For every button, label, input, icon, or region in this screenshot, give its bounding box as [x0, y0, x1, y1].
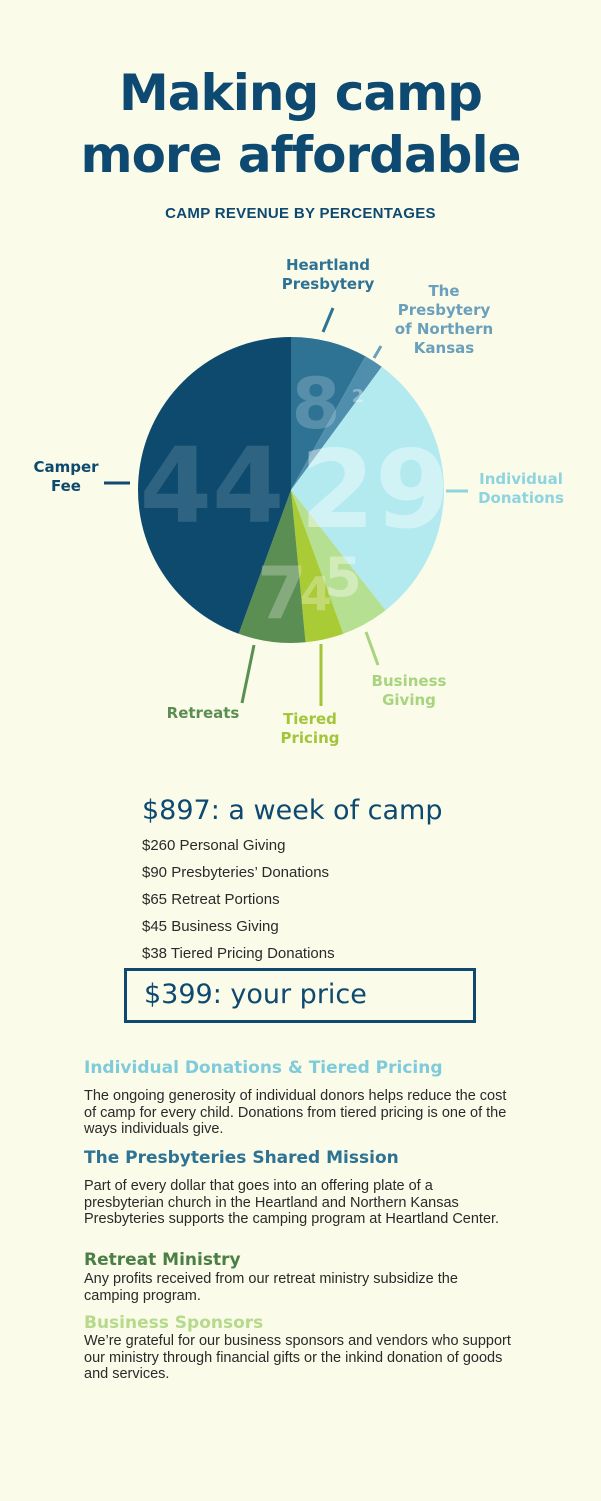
pie-category-label-line: of Northern — [395, 320, 493, 338]
pie-category-label-line: Fee — [51, 477, 81, 495]
pie-value-label: 29 — [300, 428, 450, 553]
pie-slices — [137, 337, 444, 643]
section-body-presbyteries: Part of every dollar that goes into an o… — [84, 1178, 500, 1227]
pie-slice-heartland-presbytery — [291, 337, 366, 490]
pie-category-label-line: Heartland — [286, 256, 370, 274]
pie-category-label-line: Camper — [33, 458, 99, 476]
page-title: Making camp more affordable — [0, 62, 601, 186]
pie-category-label: Camper Fee — [33, 458, 99, 495]
pie-category-label-line: Business — [372, 672, 447, 690]
section-body-individual-donations: The ongoing generosity of individual don… — [84, 1088, 507, 1137]
section-heading-individual-donations: Individual Donations & Tiered Pricing — [84, 1058, 443, 1078]
pie-slice-tiered-pricing — [291, 490, 344, 643]
leader-line — [240, 644, 256, 704]
pie-category-label-line: Pricing — [281, 729, 340, 747]
pie-slice-the-presbytery-of-northern-kansas — [291, 356, 382, 490]
week-cost-heading: $897: a week of camp — [142, 795, 443, 826]
pie-category-label-line: Presbytery — [282, 275, 375, 293]
pie-value-label: 4 — [300, 567, 332, 621]
pie-value-label: 7 — [257, 551, 307, 635]
pie-category-label-line: Kansas — [414, 339, 474, 357]
pie-category-label-line: Giving — [382, 691, 436, 709]
section-body-business-sponsors: We’re grateful for our business sponsors… — [84, 1333, 511, 1382]
pie-category-label: Individual Donations — [478, 470, 564, 507]
pie-category-label: Tiered Pricing — [281, 710, 340, 747]
breakdown-item: $65 Retreat Portions — [142, 891, 280, 908]
pie-value-label: 44 — [140, 425, 285, 547]
pie-slice-business-giving — [291, 490, 386, 634]
breakdown-item: $90 Presbyteries’ Donations — [142, 864, 330, 881]
pie-category-label-line: Presbytery — [398, 301, 491, 319]
leader-line — [321, 307, 335, 333]
title-line-1: Making camp — [119, 64, 483, 122]
pie-slice-retreats — [238, 490, 306, 643]
title-line-2: more affordable — [80, 126, 521, 184]
your-price-text: $399: your price — [144, 979, 367, 1010]
breakdown-item: $45 Business Giving — [142, 918, 279, 935]
cost-breakdown-list: $260 Personal Giving $90 Presbyteries’ D… — [142, 836, 335, 971]
pie-category-label-line: Tiered — [283, 710, 337, 728]
pie-category-label-line: Individual — [479, 470, 563, 488]
pie-value-label: 8 — [292, 363, 341, 445]
breakdown-item: $38 Tiered Pricing Donations — [142, 945, 335, 962]
pie-leader-lines — [104, 307, 468, 706]
breakdown-item: $260 Personal Giving — [142, 837, 286, 854]
leader-line — [372, 345, 383, 359]
pie-value-label: 2 — [352, 386, 365, 407]
your-price-box: $399: your price — [124, 968, 476, 1023]
pie-category-label: The Presbytery of Northern Kansas — [395, 282, 493, 357]
pie-value-label: 5 — [324, 546, 362, 609]
section-heading-business-sponsors: Business Sponsors — [84, 1313, 264, 1333]
pie-category-label-line: Donations — [478, 489, 564, 507]
leader-line — [364, 631, 380, 666]
chart-title: CAMP REVENUE BY PERCENTAGES — [165, 205, 436, 222]
pie-category-label: Retreats — [167, 704, 240, 722]
pie-category-label: Business Giving — [372, 672, 447, 709]
pie-slice-camper-fee — [137, 337, 291, 634]
pie-category-label-line: The — [428, 282, 459, 300]
section-heading-presbyteries: The Presbyteries Shared Mission — [84, 1148, 399, 1168]
pie-category-label-line: Retreats — [167, 704, 240, 722]
section-heading-retreat-ministry: Retreat Ministry — [84, 1250, 241, 1270]
section-body-retreat-ministry: Any profits received from our retreat mi… — [84, 1271, 458, 1304]
pie-slice-individual-donations — [291, 366, 444, 611]
pie-category-label: Heartland Presbytery — [282, 256, 375, 293]
